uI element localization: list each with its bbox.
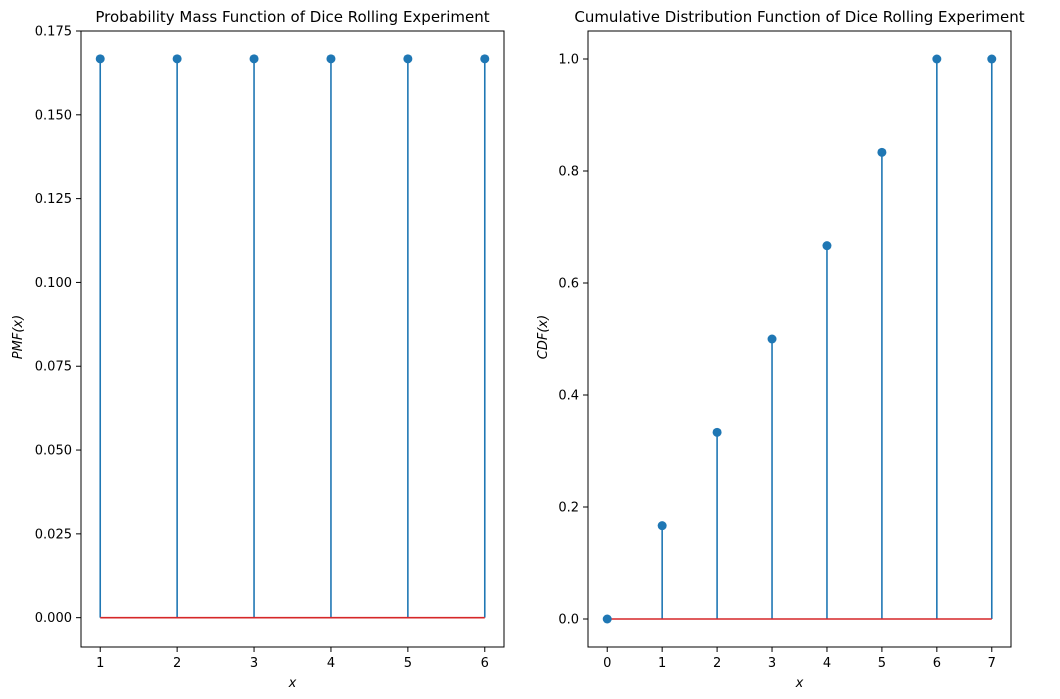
pmf-x-tick-label: 6 xyxy=(481,656,489,671)
pmf-y-tick-label: 0.000 xyxy=(35,611,72,626)
cdf-y-tick-label: 0.4 xyxy=(558,389,579,404)
pmf-x-tick-label: 1 xyxy=(96,656,104,671)
cdf-x-tick-label: 4 xyxy=(823,656,831,671)
cdf-data-point xyxy=(877,147,887,157)
cdf-y-axis-label: CDF(x) xyxy=(536,315,551,359)
pmf-data-point xyxy=(249,54,259,64)
cdf-data-point xyxy=(657,521,667,531)
cdf-x-tick-label: 5 xyxy=(878,656,886,671)
cdf-x-tick-label: 6 xyxy=(933,656,941,671)
cdf-x-tick-label: 3 xyxy=(768,656,776,671)
cdf-data-point xyxy=(932,54,942,64)
cdf-y-tick-label: 0.0 xyxy=(558,613,579,628)
pmf-data-point xyxy=(172,54,182,64)
pmf-chart: Probability Mass Function of Dice Rollin… xyxy=(11,8,505,691)
pmf-x-tick-label: 5 xyxy=(404,656,412,671)
pmf-y-axis-label: PMF(x) xyxy=(11,315,26,359)
cdf-chart-title: Cumulative Distribution Function of Dice… xyxy=(574,8,1024,26)
pmf-data-point xyxy=(403,54,413,64)
pmf-x-tick-label: 4 xyxy=(327,656,335,671)
pmf-x-tick-label: 2 xyxy=(173,656,181,671)
cdf-data-point xyxy=(822,241,832,251)
cdf-y-tick-label: 0.8 xyxy=(558,165,579,180)
pmf-y-tick-label: 0.125 xyxy=(35,192,72,207)
cdf-y-tick-label: 0.6 xyxy=(558,277,579,292)
pmf-y-tick-label: 0.025 xyxy=(35,527,72,542)
cdf-chart: Cumulative Distribution Function of Dice… xyxy=(536,8,1025,691)
cdf-x-tick-label: 0 xyxy=(603,656,611,671)
cdf-x-tick-label: 1 xyxy=(658,656,666,671)
cdf-data-point xyxy=(602,614,612,624)
pmf-data-point xyxy=(326,54,336,64)
cdf-data-point xyxy=(767,334,777,344)
pmf-y-tick-label: 0.150 xyxy=(35,108,72,123)
cdf-data-point xyxy=(712,427,722,437)
pmf-y-tick-label: 0.175 xyxy=(35,25,72,40)
pmf-y-tick-label: 0.075 xyxy=(35,360,72,375)
pmf-x-tick-label: 3 xyxy=(250,656,258,671)
cdf-data-point xyxy=(987,54,997,64)
pmf-axes-frame xyxy=(80,30,505,648)
pmf-chart-title: Probability Mass Function of Dice Rollin… xyxy=(95,8,489,26)
pmf-y-tick-label: 0.100 xyxy=(35,276,72,291)
cdf-y-tick-label: 1.0 xyxy=(558,53,579,68)
cdf-x-tick-label: 7 xyxy=(988,656,996,671)
cdf-y-tick-label: 0.2 xyxy=(558,501,579,516)
cdf-axes-frame xyxy=(587,30,1012,648)
pmf-data-point xyxy=(95,54,105,64)
cdf-x-tick-label: 2 xyxy=(713,656,721,671)
pmf-data-point xyxy=(480,54,490,64)
cdf-x-axis-label: x xyxy=(795,676,804,691)
pmf-x-axis-label: x xyxy=(288,676,297,691)
pmf-y-tick-label: 0.050 xyxy=(35,444,72,459)
